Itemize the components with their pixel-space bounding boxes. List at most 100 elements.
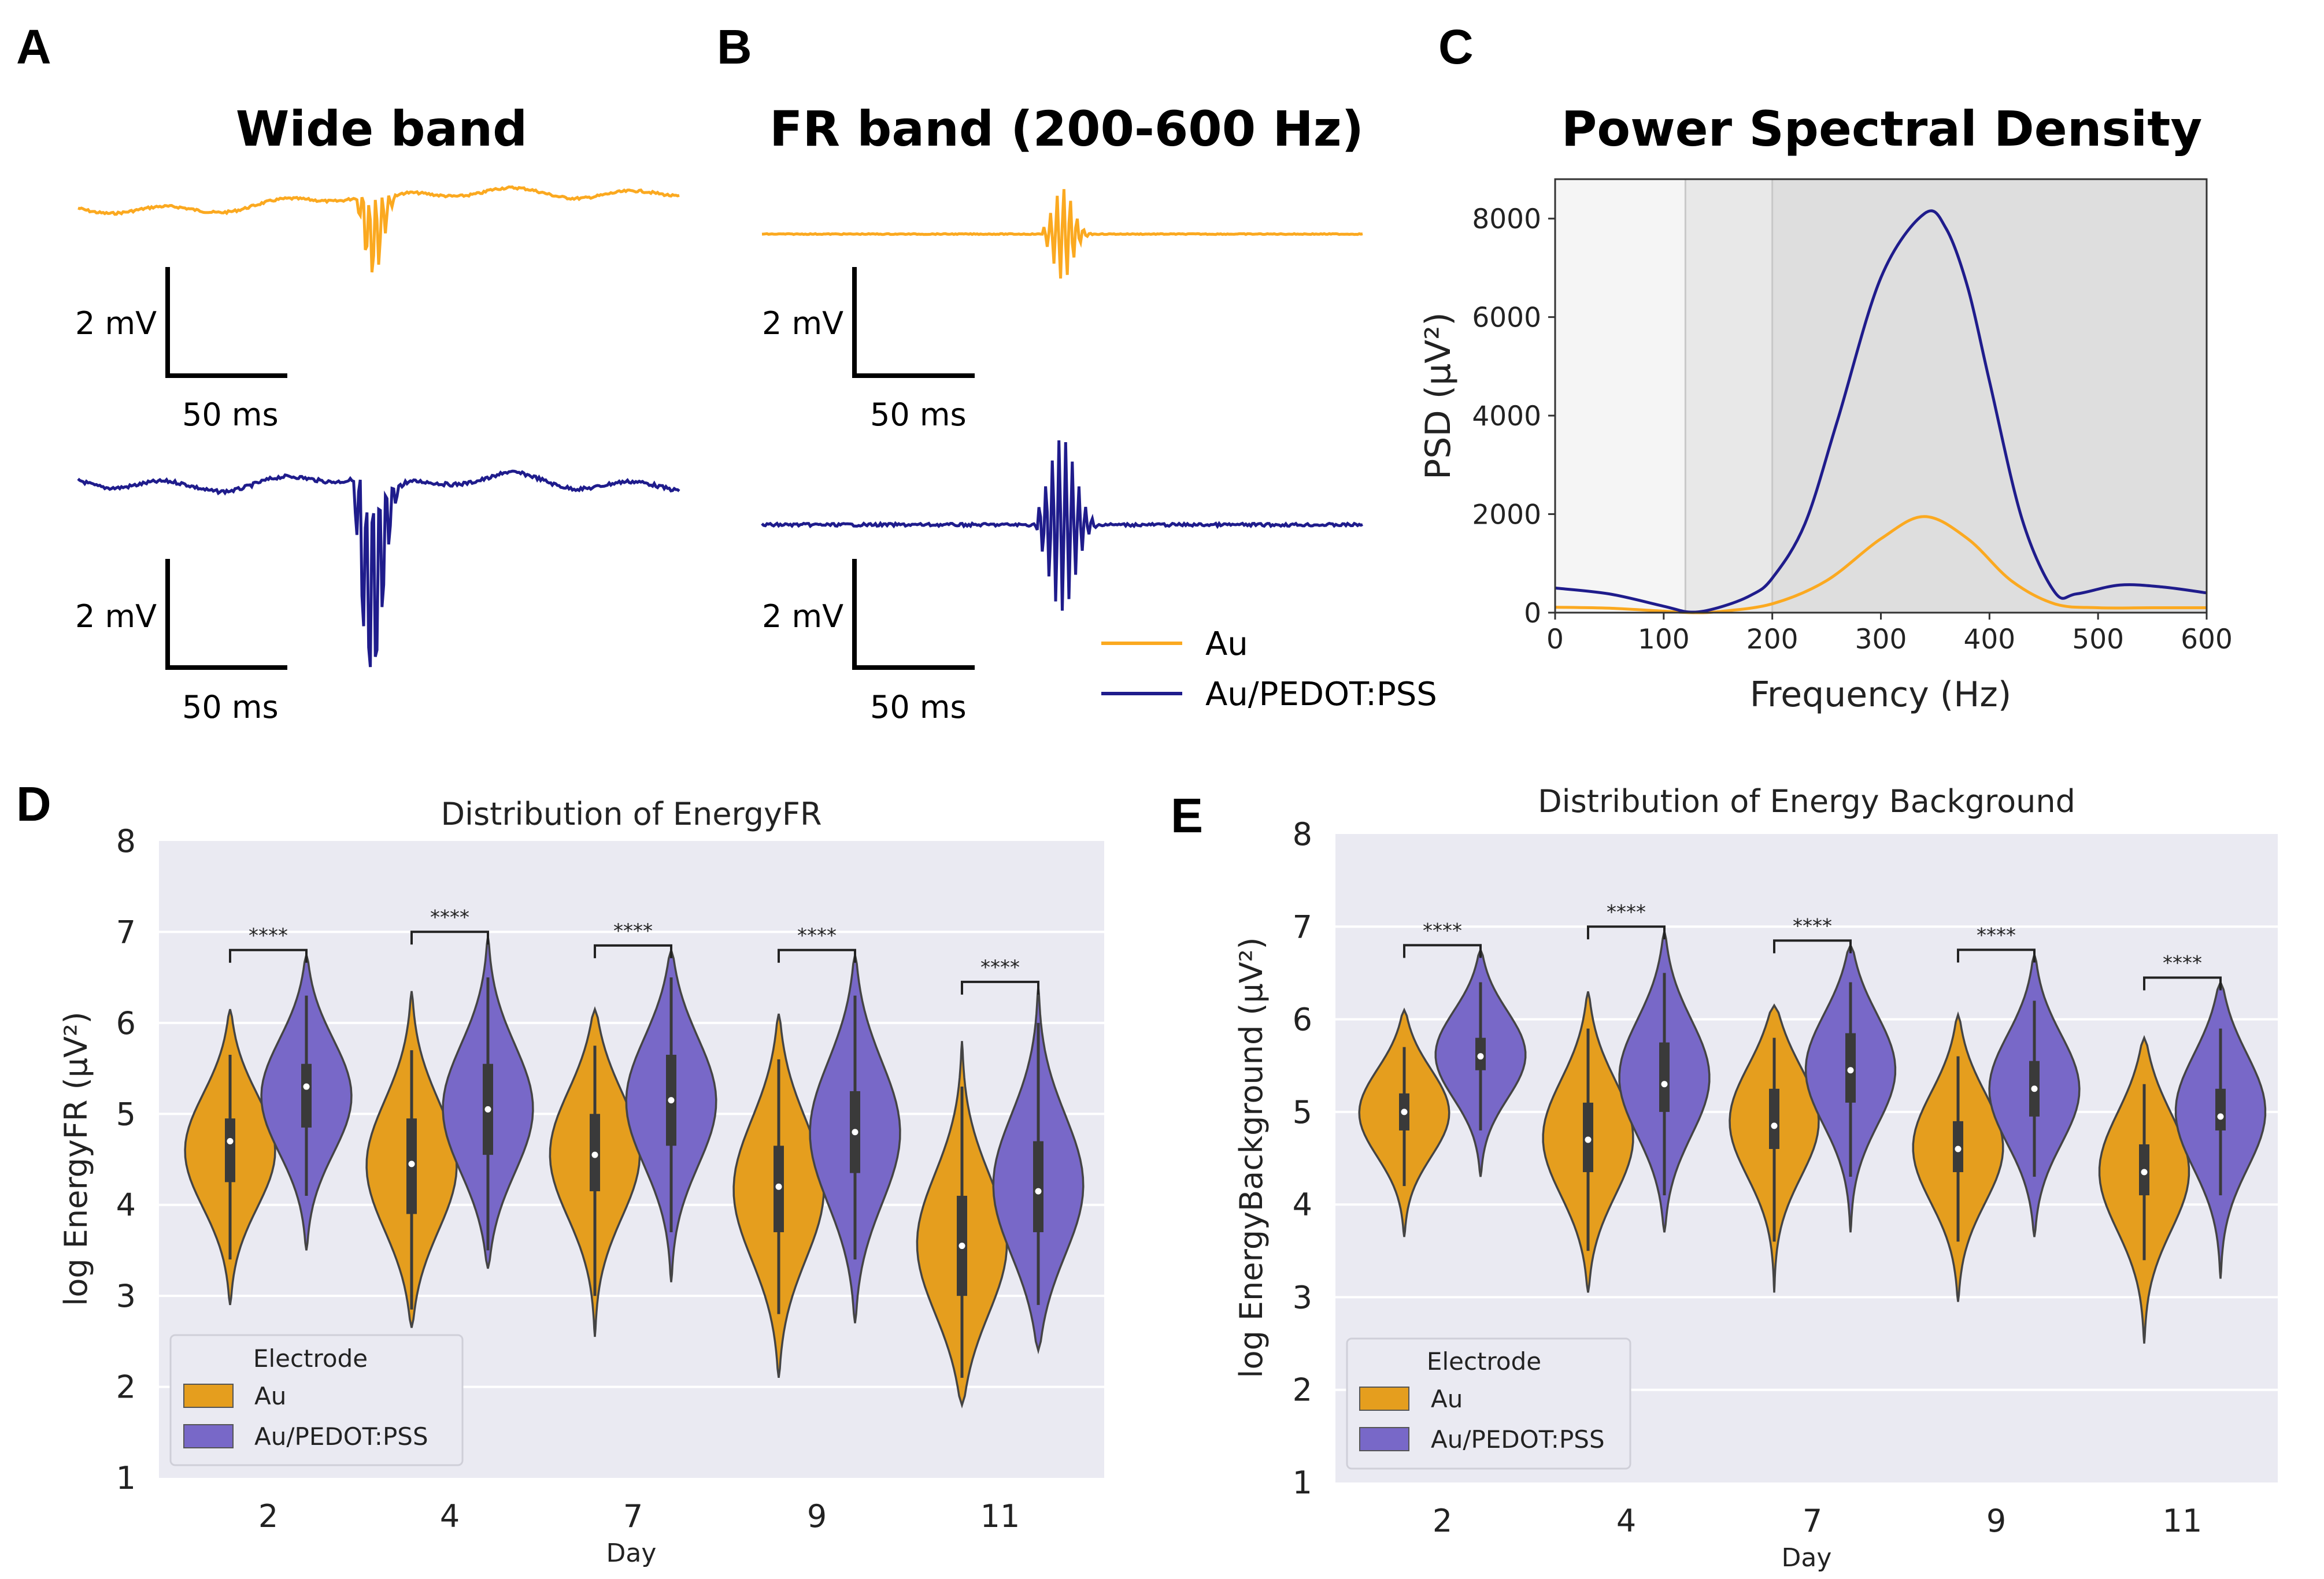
x-tick-label: 7 [623,1498,643,1534]
y-tick-label: 4 [116,1187,136,1224]
significance-label: **** [1977,924,2016,947]
significance-bracket [1773,939,1852,954]
legend-label-au: Au [1205,625,1248,663]
scale-ms-label: 50 ms [182,689,279,725]
significance-label: **** [430,906,469,929]
violin-iqr-box [301,1063,312,1128]
significance-label: **** [1423,919,1462,942]
pedot-frband-trace [761,440,1363,611]
panel-a-title: Wide band [236,101,528,157]
psd-x-tick-label: 0 [1546,624,1564,655]
violin-median [1035,1188,1042,1195]
scale-bar-b-bottom: 2 mV 50 ms [762,559,975,725]
significance-bracket [1957,948,2036,963]
violin-iqr-box [1769,1088,1779,1149]
violin-median [852,1129,858,1136]
violin-median [227,1138,234,1145]
significance-bracket [778,948,856,963]
x-tick-label: 4 [1616,1503,1636,1539]
psd-band [1555,179,1686,613]
significance-bracket [410,931,489,945]
significance-label: **** [980,956,1020,979]
psd-y-ticks: 0 2000 4000 6000 8000 [1472,203,1555,629]
psd-y-tick-label: 0 [1524,598,1541,629]
psd-y-tick-label: 6000 [1472,302,1541,334]
y-tick-label: 2 [116,1369,136,1406]
violin-d-x-ticks: 2 4 7 9 11 [258,1498,1020,1534]
y-tick-label: 3 [1293,1279,1312,1315]
violin-iqr-box [1659,1042,1670,1112]
legend-title: Electrode [1427,1347,1541,1376]
violin-median [408,1161,415,1167]
psd-y-tick-label: 8000 [1472,203,1541,235]
violin-median [1771,1122,1778,1129]
significance-bracket [229,948,308,963]
panel-b-title: FR band (200-600 Hz) [769,101,1364,157]
violin-median [1477,1053,1484,1060]
violin-median [668,1097,675,1104]
legend-label-pedot: Au/PEDOT:PSS [1205,676,1437,713]
violin-median [2031,1085,2038,1092]
y-tick-label: 6 [1293,1002,1312,1038]
au-wideband-trace [77,185,680,273]
violin-median [484,1106,491,1113]
y-tick-label: 5 [116,1096,136,1132]
legend-title: Electrode [253,1344,368,1373]
panel-label-c: C [1438,20,1474,74]
panel-label-d: D [16,777,51,831]
violin-d-title: Distribution of EnergyFR [441,796,821,832]
violin-d-significance: **** **** **** **** **** [229,906,1039,995]
violin-median [591,1151,598,1158]
psd-shaded-bands [1555,179,2207,613]
x-tick-label: 9 [807,1498,827,1534]
significance-label: **** [2163,951,2202,974]
psd-x-tick-label: 400 [1963,624,2015,655]
scale-bar-a-top: 2 mV 50 ms [75,267,287,433]
psd-band [1685,179,1772,613]
significance-label: **** [1793,914,1832,937]
violin-e-x-ticks: 2 4 7 9 11 [1433,1503,2203,1539]
y-tick-label: 5 [1293,1094,1312,1130]
psd-x-tick-label: 300 [1855,624,1907,655]
psd-line-pedot [1555,209,2207,614]
panel-label-b: B [717,20,752,74]
violin-e-y-axis-label: log EnergyBackground (µV²) [1233,937,1270,1378]
psd-y-tick-label: 2000 [1472,499,1541,531]
panel-c-title: Power Spectral Density [1561,101,2202,157]
pedot-wideband-trace [77,469,680,668]
violin-median [303,1083,310,1090]
violin-median [2141,1169,2148,1176]
y-tick-label: 7 [1293,909,1312,945]
y-tick-label: 1 [116,1460,136,1496]
violin-median [2217,1113,2224,1120]
psd-x-ticks: 0 100 200 300 400 500 600 [1546,613,2233,655]
significance-bracket [1403,944,1482,958]
significance-label: **** [1607,900,1646,924]
psd-y-axis-label: PSD (µV²) [1418,312,1459,480]
scale-ms-label: 50 ms [870,689,967,725]
violin-e-y-ticks: 1 2 3 4 5 6 7 8 [1293,816,1312,1501]
scale-mv-label: 2 mV [75,598,157,635]
significance-bracket [1587,925,1666,940]
scale-mv-label: 2 mV [75,305,157,342]
violin-d-y-axis-label: log EnergyFR (µV²) [58,1011,94,1306]
scale-ms-label: 50 ms [182,396,279,433]
violin-d-bodies [184,936,1085,1409]
y-tick-label: 8 [116,823,136,859]
legend-label-au: Au [254,1382,286,1410]
x-tick-label: 4 [440,1498,460,1534]
violin-chart-energyfr: **** **** **** **** **** 1 2 3 4 5 6 7 8 2 4 7 9 11 Dis… [58,796,1104,1568]
scale-bar-b-top: 2 mV 50 ms [762,267,975,433]
panel-label-e: E [1171,788,1203,843]
violin-median [1661,1081,1668,1088]
violin-median [1585,1136,1592,1143]
violin-iqr-box [225,1118,235,1183]
trace-legend: Au Au/PEDOT:PSS [1101,625,1437,713]
y-tick-label: 4 [1293,1187,1312,1223]
y-tick-label: 3 [116,1278,136,1314]
psd-band [1772,179,2207,613]
violin-median [1401,1109,1408,1115]
x-tick-label: 2 [258,1498,278,1534]
scale-bar-a-bottom: 2 mV 50 ms [75,559,287,725]
x-tick-label: 11 [2163,1503,2203,1539]
